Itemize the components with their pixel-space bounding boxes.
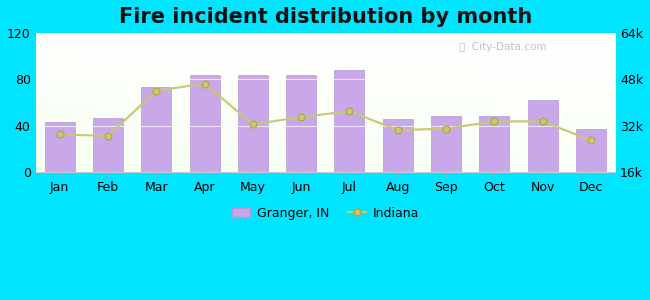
Bar	[45, 122, 75, 172]
Legend: Granger, IN, Indiana: Granger, IN, Indiana	[227, 202, 424, 225]
Bar	[431, 116, 461, 172]
Bar	[383, 119, 413, 172]
Bar	[528, 100, 558, 172]
Bar	[190, 75, 220, 172]
Bar	[335, 70, 365, 172]
Bar	[238, 75, 268, 172]
Bar	[479, 116, 510, 172]
Bar	[576, 129, 606, 172]
Bar	[141, 87, 171, 172]
Text: ⓘ  City-Data.com: ⓘ City-Data.com	[459, 42, 546, 52]
Bar	[286, 75, 316, 172]
Title: Fire incident distribution by month: Fire incident distribution by month	[119, 7, 532, 27]
Bar	[93, 118, 123, 172]
